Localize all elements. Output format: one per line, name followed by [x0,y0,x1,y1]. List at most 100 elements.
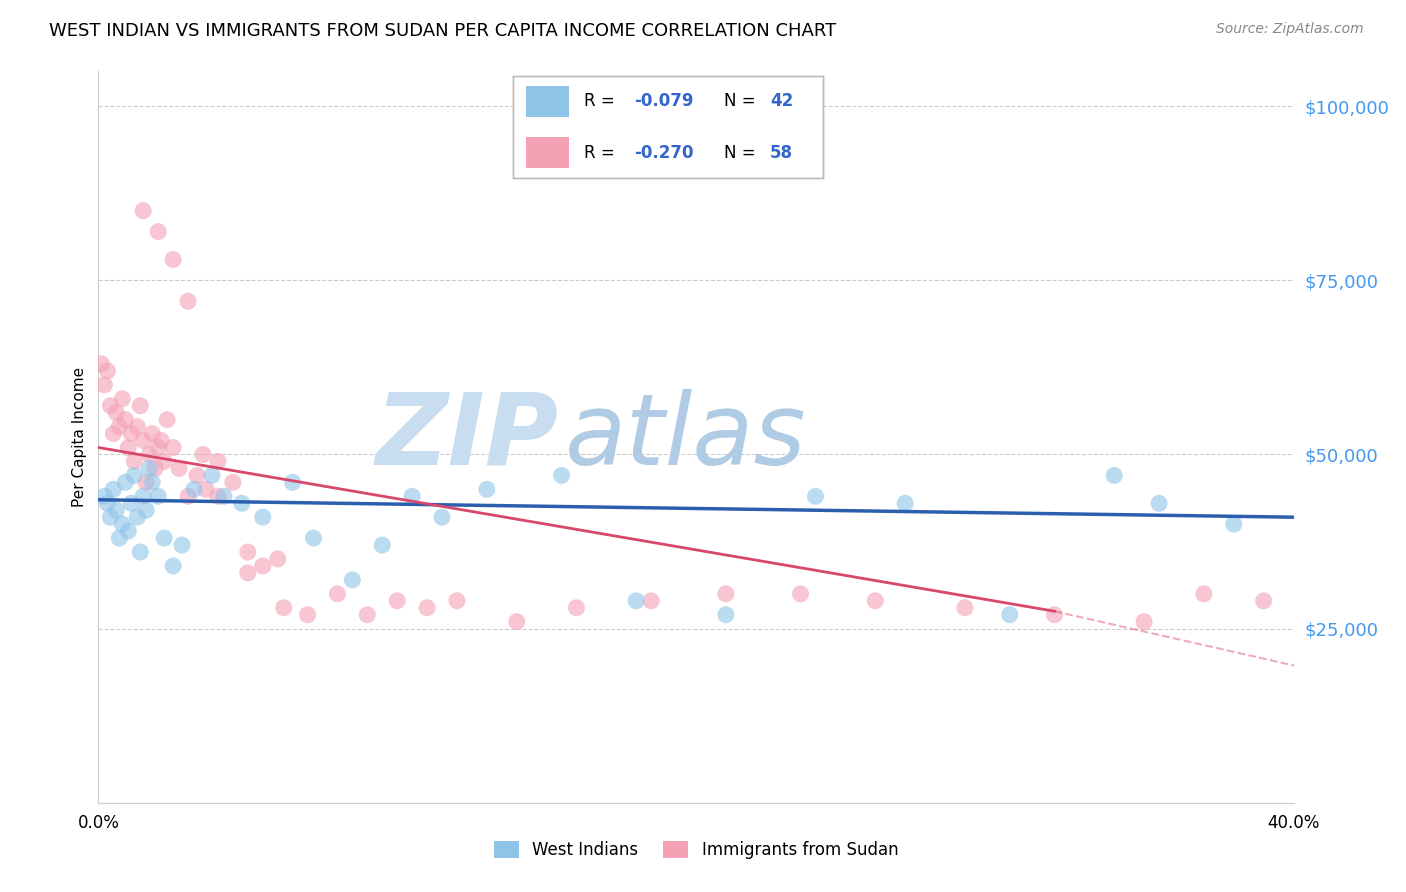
Point [1253,594,1275,608]
Point [640,594,662,608]
Point [416,600,439,615]
Point [108,419,131,434]
Point [177,489,200,503]
Text: -0.270: -0.270 [634,144,693,161]
Point [150,434,173,448]
Point [281,475,304,490]
Point [96,364,118,378]
Point [124,468,146,483]
Point [252,510,274,524]
Point [506,615,529,629]
Point [1147,496,1170,510]
Point [231,496,253,510]
Point [804,489,827,503]
Point [550,468,572,483]
Point [114,475,136,490]
Point [138,448,160,462]
Point [141,475,163,490]
Point [297,607,319,622]
Point [148,225,170,239]
Point [141,426,163,441]
Point [111,517,134,532]
Point [162,441,184,455]
Point [167,461,190,475]
Point [1192,587,1215,601]
Point [105,406,128,420]
Point [108,531,131,545]
Point [475,483,498,497]
Point [1223,517,1246,532]
Text: ZIP: ZIP [375,389,558,485]
Point [98,399,122,413]
Text: -0.079: -0.079 [634,93,693,111]
Legend: West Indians, Immigrants from Sudan: West Indians, Immigrants from Sudan [485,833,907,868]
Point [162,558,184,573]
Point [207,489,229,503]
Point [120,496,142,510]
Text: Source: ZipAtlas.com: Source: ZipAtlas.com [1216,22,1364,37]
Point [135,503,157,517]
Point [127,510,149,524]
Point [626,594,648,608]
Point [153,454,176,468]
Point [156,412,179,426]
Point [117,524,139,538]
Text: R =: R = [585,93,620,111]
Point [326,587,349,601]
Point [138,461,160,475]
Point [186,468,208,483]
Point [1043,607,1066,622]
Point [148,489,170,503]
Point [401,489,423,503]
Point [207,454,229,468]
Point [385,594,409,608]
Point [236,545,259,559]
Point [132,434,155,448]
Point [195,483,218,497]
Point [148,441,170,455]
Point [93,489,115,503]
Point [103,426,125,441]
Point [129,399,152,413]
Point [162,252,184,267]
Point [129,545,152,559]
Point [117,441,139,455]
Point [267,552,290,566]
Point [371,538,394,552]
Text: R =: R = [585,144,620,161]
Point [172,538,194,552]
Point [252,558,274,573]
Point [565,600,588,615]
Point [120,426,142,441]
Text: N =: N = [724,93,761,111]
Text: atlas: atlas [565,389,806,485]
Y-axis label: Per Capita Income: Per Capita Income [72,367,87,508]
Point [953,600,976,615]
Point [430,510,453,524]
Point [273,600,295,615]
Point [98,510,122,524]
Point [135,475,157,490]
Point [93,377,115,392]
FancyBboxPatch shape [526,137,569,168]
Point [132,203,155,218]
Text: 42: 42 [770,93,793,111]
Point [714,607,737,622]
Point [201,468,224,483]
Point [96,496,118,510]
Point [865,594,887,608]
Point [177,294,200,309]
Point [998,607,1021,622]
Point [222,475,245,490]
Point [212,489,235,503]
Point [236,566,259,580]
Point [1133,615,1156,629]
Point [127,419,149,434]
Point [1104,468,1126,483]
Point [302,531,325,545]
Point [111,392,134,406]
Text: WEST INDIAN VS IMMIGRANTS FROM SUDAN PER CAPITA INCOME CORRELATION CHART: WEST INDIAN VS IMMIGRANTS FROM SUDAN PER… [49,22,837,40]
Text: 58: 58 [770,144,793,161]
Point [789,587,811,601]
Point [105,503,128,517]
